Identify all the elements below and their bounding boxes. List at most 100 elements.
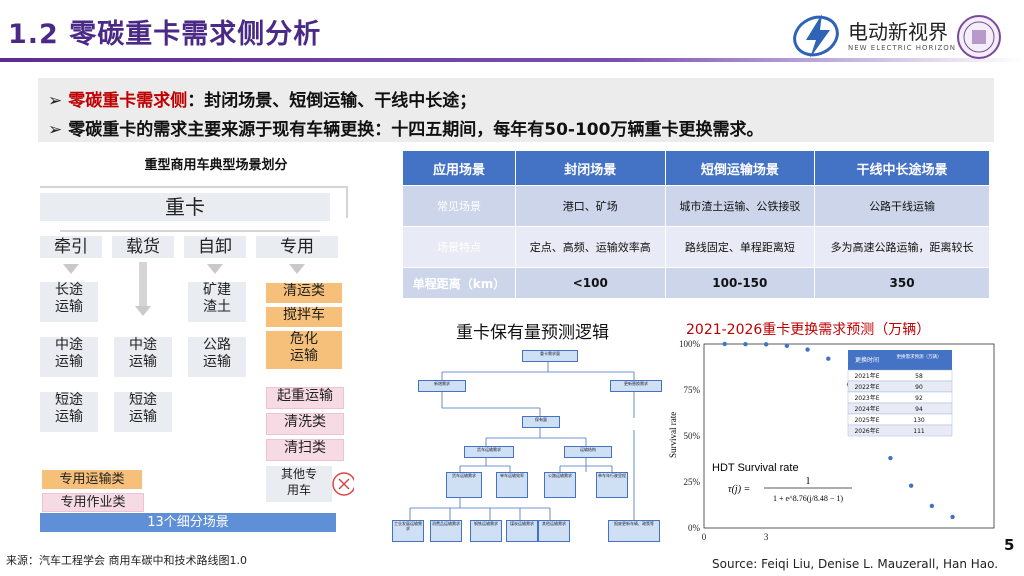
table-cell: 公路干线运输	[814, 185, 990, 227]
category-dump: 自卸	[184, 236, 246, 258]
data-point	[826, 356, 831, 361]
legend-label: HDT Survival rate	[712, 462, 799, 474]
key-points-box: ➢ 零碳重卡需求侧：封闭场景、短倒运输、干线中长途； ➢ 零碳重卡的需求主要来源于现…	[38, 78, 994, 142]
y-tick-label: 75%	[684, 385, 701, 395]
subscenario-count-bar: 13个细分场景	[40, 513, 336, 532]
data-point	[784, 343, 790, 349]
logic-diagram-title: 重卡保有量预测逻辑	[456, 323, 609, 343]
y-tick-label: 50%	[684, 431, 701, 441]
logic-connectors	[409, 362, 635, 520]
special-hazmat: 危化 运输	[266, 331, 342, 369]
university-seal-icon	[957, 15, 1001, 59]
special-other: 其他专 用车	[266, 466, 332, 502]
logic-node: 报废更新车辆、政策等	[608, 520, 660, 542]
table-cell: 港口、矿场	[515, 185, 666, 227]
replacement-forecast-table: 更换时间 更换需求预测（万辆） 2021年E 58 2022年E 90 2023年E 92…	[847, 350, 953, 437]
logic-node: 更新替换需求	[610, 380, 662, 392]
logic-node: 单车运输效率	[496, 472, 528, 498]
logic-node: 运输结构	[564, 446, 612, 458]
category-traction: 牵引	[40, 236, 102, 258]
legend-special-transport: 专用运输类	[42, 470, 142, 489]
table-cell: 单程距离（km）	[402, 267, 516, 299]
data-point	[805, 347, 810, 352]
inner-table-cell: 130	[913, 417, 925, 424]
arrow-bullet-icon: ➢	[48, 91, 63, 111]
special-washing: 清洗类	[266, 413, 344, 435]
title-underline	[0, 58, 1024, 62]
table-cell: 场景特点	[402, 226, 516, 268]
logic-node: 钢铁运输需求	[470, 520, 502, 542]
root-heavy-truck: 重卡	[40, 193, 330, 221]
logic-node: 消费品运输需求	[430, 520, 462, 542]
formula-lhs: τ(j) =	[728, 484, 750, 495]
data-point	[743, 341, 748, 347]
inner-table-cell: 2022年E	[854, 383, 879, 391]
down-arrow-icon	[289, 264, 305, 274]
logic-node: 工业发展运输需求	[392, 520, 424, 542]
data-point	[722, 341, 727, 347]
inner-table-cell: 92	[915, 395, 923, 402]
logo-text: 电动新视界	[848, 20, 948, 44]
y-tick-label: 100%	[679, 339, 701, 349]
down-arrow-icon	[207, 264, 223, 274]
traction-short-haul: 短途 运输	[40, 392, 98, 432]
table-cell: 定点、高频、运输效率高	[515, 226, 666, 268]
logic-node: 新增需求	[418, 380, 466, 392]
table-cell: <100	[515, 267, 666, 299]
inner-table-header: 更换时间	[855, 356, 879, 364]
logic-node: 煤炭运输需求	[506, 520, 538, 542]
table-header-cell: 短倒运输场景	[664, 150, 816, 186]
inner-table-cell: 90	[915, 384, 923, 391]
source-note-right: Source: Feiqi Liu, Denise L. Mauzerall, …	[712, 557, 999, 571]
table-header-cell: 封闭场景	[515, 150, 666, 186]
table-row: 场景特点 定点、高频、运输效率高 路线固定、单程距离短 多为高速公路运输，距离较…	[402, 226, 990, 268]
inner-table-cell: 111	[913, 428, 925, 435]
traction-mid-haul: 中途 运输	[40, 337, 98, 377]
data-point	[950, 514, 955, 520]
inner-table-cell: 2023年E	[854, 394, 879, 402]
x-tick-label: 0	[702, 532, 707, 542]
inner-table-header: 更换需求预测（万辆）	[897, 353, 942, 360]
survival-rate-chart: Survival rate 100% 75% 50% 25% 0% 0 3 更换时间 更换…	[668, 339, 995, 542]
y-tick-label: 0%	[688, 523, 701, 533]
logic-node: 货车运输需求	[446, 472, 482, 498]
table-cell: 城市渣土运输、公铁接驳	[664, 185, 816, 227]
special-sweeping: 清扫类	[266, 439, 344, 461]
data-point	[908, 483, 914, 488]
category-special: 专用	[256, 236, 338, 258]
data-point	[888, 455, 893, 461]
table-cell: 多为高速公路运输，距离较长	[814, 226, 990, 268]
page-title: 1.2 零碳重卡需求侧分析	[8, 19, 322, 50]
category-cargo: 载货	[112, 236, 174, 258]
bullet-2: ➢ 零碳重卡的需求主要来源于现有车辆更换：十四五期间，每年有50-100万辆重卡更…	[48, 120, 764, 140]
table-cell: 常见场景	[402, 185, 516, 227]
scenario-table: 应用场景 封闭场景 短倒运输场景 干线中长途场景 常见场景 港口、矿场 城市渣土…	[402, 150, 990, 299]
table-cell: 350	[814, 267, 990, 299]
inner-table-cell: 2021年E	[854, 372, 879, 380]
dump-mining: 矿建 渣土	[188, 282, 246, 322]
inner-table-cell: 94	[915, 406, 923, 413]
inner-table-cell: 2024年E	[854, 405, 879, 413]
formula-numerator: 1	[806, 476, 811, 487]
down-arrow-icon	[135, 306, 151, 316]
logic-node-root: 重卡需求量	[522, 350, 578, 362]
lightning-logo-icon	[793, 14, 839, 58]
logic-node: 公路运输需求	[544, 472, 576, 498]
page-number: 5	[1004, 536, 1015, 554]
inner-table-cell: 2026年E	[854, 427, 879, 435]
logo-subtext: NEW ELECTRIC HORIZON	[848, 44, 956, 52]
data-point	[763, 342, 769, 347]
table-cell: 路线固定、单程距离短	[664, 226, 816, 268]
table-header-cell: 应用场景	[402, 150, 516, 186]
bullet-1: ➢ 零碳重卡需求侧：封闭场景、短倒运输、干线中长途；	[48, 91, 477, 111]
inner-table-cell: 2025年E	[854, 416, 879, 424]
cargo-short-haul: 短途 运输	[114, 392, 172, 432]
x-tick-label: 3	[764, 532, 769, 542]
table-row: 常见场景 港口、矿场 城市渣土运输、公铁接驳 公路干线运输	[402, 185, 990, 227]
table-row: 单程距离（km） <100 100-150 350	[402, 267, 990, 299]
cargo-mid-haul: 中途 运输	[114, 337, 172, 377]
inner-table-cell: 58	[915, 373, 923, 380]
dump-road: 公路 运输	[188, 337, 246, 377]
y-tick-label: 25%	[684, 477, 701, 487]
logic-node: 其他运输需求	[538, 520, 570, 542]
